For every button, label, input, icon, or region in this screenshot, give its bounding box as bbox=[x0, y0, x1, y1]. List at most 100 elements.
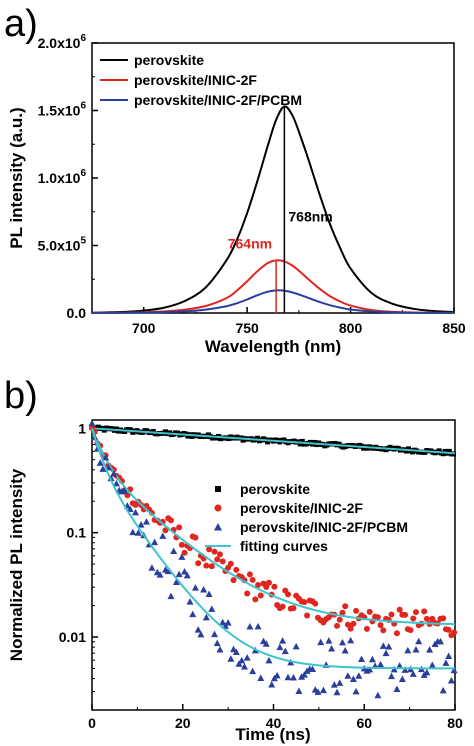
panel-b-point-perovskite-inic-2f-pcbm bbox=[167, 592, 175, 600]
panel-b-y-tick-label: 1 bbox=[78, 420, 86, 436]
panel-b-point-perovskite-inic-2f-pcbm bbox=[358, 655, 366, 662]
panel-b-point-perovskite-inic-2f-pcbm bbox=[216, 645, 224, 653]
panel-a-y-tick-label: 5.0x105 bbox=[38, 236, 87, 254]
panel-b-point-perovskite-inic-2f-pcbm bbox=[170, 547, 178, 554]
panel-b-y-tick-label: 0.01 bbox=[59, 629, 86, 645]
panel-b-point-perovskite-inic-2f-pcbm bbox=[189, 610, 197, 618]
panel-b-point-perovskite-inic-2f-pcbm bbox=[175, 570, 183, 578]
panel-b-data bbox=[88, 419, 458, 699]
panel-a-x-tick-label: 800 bbox=[339, 320, 363, 336]
panel-b-point-perovskite-inic-2f-pcbm bbox=[183, 571, 191, 579]
panel-b-point-perovskite-inic-2f-pcbm bbox=[191, 584, 199, 591]
panel-b-point-perovskite-inic-2f bbox=[350, 620, 357, 627]
panel-b-point-perovskite-inic-2f-pcbm bbox=[295, 687, 303, 695]
panel-b-point-perovskite-inic-2f-pcbm bbox=[284, 673, 292, 681]
panel-b-point-perovskite-inic-2f-pcbm bbox=[240, 662, 248, 670]
panel-b-x-tick-label: 40 bbox=[266, 715, 282, 731]
panel-b-point-perovskite-inic-2f bbox=[407, 627, 414, 634]
panel-b-point-perovskite-inic-2f bbox=[279, 603, 286, 610]
panel-b-point-perovskite-inic-2f bbox=[230, 577, 237, 584]
panel-b-point-perovskite-inic-2f bbox=[206, 546, 213, 553]
panel-b-point-perovskite-inic-2f-pcbm bbox=[164, 567, 172, 575]
panel-b-point-perovskite-inic-2f bbox=[445, 626, 452, 633]
panel-b-legend-label-fitting-curves: fitting curves bbox=[240, 538, 328, 554]
panel-b-point-perovskite-inic-2f-pcbm bbox=[368, 655, 376, 663]
panel-b-point-perovskite-inic-2f bbox=[377, 622, 384, 629]
panel-b-x-axis-title: Time (ns) bbox=[235, 725, 310, 744]
panel-b-point-perovskite-inic-2f-pcbm bbox=[205, 590, 213, 597]
panel-b-point-perovskite-inic-2f-pcbm bbox=[352, 687, 360, 695]
panel-a-legend-label-perovskite: perovskite bbox=[134, 52, 204, 68]
panel-a-legend-label-perovskite-inic-2f: perovskite/INIC-2F bbox=[134, 72, 257, 88]
panel-b-point-perovskite-inic-2f bbox=[388, 611, 395, 618]
panel-b-fit-perovskite-inic-2f-pcbm bbox=[91, 427, 456, 670]
panel-a-annotation-768nm: 768nm bbox=[288, 209, 332, 225]
panel-b-point-perovskite-inic-2f-pcbm bbox=[151, 538, 159, 546]
panel-b-point-perovskite-inic-2f-pcbm bbox=[227, 655, 235, 662]
panel-b-point-perovskite-inic-2f bbox=[167, 517, 174, 524]
panel-b-point-perovskite-inic-2f-pcbm bbox=[349, 675, 357, 683]
panel-b-point-perovskite-inic-2f bbox=[257, 592, 264, 599]
panel-b-point-perovskite-inic-2f-pcbm bbox=[202, 613, 210, 621]
panel-b-point-perovskite-inic-2f-pcbm bbox=[325, 637, 333, 644]
panel-a-legend: perovskite perovskite/INIC-2F perovskite/I… bbox=[100, 52, 302, 108]
panel-a-x-tick-label: 850 bbox=[442, 320, 466, 336]
panel-b-point-perovskite-inic-2f-pcbm bbox=[197, 630, 205, 638]
panel-b-point-perovskite-inic-2f bbox=[252, 596, 259, 603]
panel-b-point-perovskite-inic-2f bbox=[195, 560, 202, 567]
panel-b-point-perovskite-inic-2f-pcbm bbox=[379, 642, 387, 649]
panel-b-point-perovskite-inic-2f bbox=[178, 541, 185, 548]
panel-b-point-perovskite-inic-2f bbox=[263, 584, 270, 591]
panel-b-point-perovskite-inic-2f-pcbm bbox=[412, 646, 420, 653]
panel-b-ticks: 0 20 40 60 80 1 0.1 0.01 bbox=[59, 420, 463, 731]
panel-b-point-perovskite-inic-2f-pcbm bbox=[246, 622, 254, 630]
panel-a-y-axis-title: PL intensity (a.u.) bbox=[7, 107, 26, 248]
panel-b-point-perovskite-inic-2f bbox=[162, 527, 169, 534]
panel-b-point-perovskite-inic-2f-pcbm bbox=[129, 528, 137, 536]
panel-b-point-perovskite-inic-2f-pcbm bbox=[194, 626, 202, 633]
panel-b-point-perovskite-inic-2f-pcbm bbox=[156, 571, 164, 578]
panel-b-point-perovskite-inic-2f-pcbm bbox=[439, 686, 447, 694]
panel-a-curves bbox=[91, 105, 455, 314]
panel-b-fit-perovskite-inic-2f bbox=[91, 427, 456, 626]
panel-b-point-perovskite-inic-2f-pcbm bbox=[436, 637, 444, 645]
panel-b-point-perovskite-inic-2f-pcbm bbox=[374, 691, 382, 699]
panel-b-point-perovskite-inic-2f-pcbm bbox=[279, 637, 287, 644]
panel-b-point-perovskite-inic-2f-pcbm bbox=[224, 619, 232, 626]
panel-b-point-perovskite-inic-2f bbox=[244, 590, 251, 597]
panel-b-point-perovskite-inic-2f bbox=[265, 579, 272, 586]
panel-a-y-tick-label: 1.5x106 bbox=[38, 101, 87, 119]
panel-b-point-perovskite-inic-2f bbox=[396, 606, 403, 613]
panel-b-point-perovskite-inic-2f-pcbm bbox=[401, 666, 409, 673]
panel-b-point-perovskite-inic-2f-pcbm bbox=[447, 677, 455, 684]
panel-b-point-perovskite-inic-2f bbox=[421, 608, 428, 615]
panel-a: a) 700 750 800 850 0.0 5.0x105 1.0x106 1.5x106 2… bbox=[4, 3, 466, 356]
panel-b-point-perovskite-inic-2f-pcbm bbox=[148, 564, 156, 571]
panel-b-point-perovskite-inic-2f-pcbm bbox=[181, 567, 189, 575]
panel-b-point-perovskite-inic-2f bbox=[412, 609, 419, 616]
panel-b-point-perovskite-inic-2f-pcbm bbox=[186, 598, 194, 605]
panel-b-letter: b) bbox=[4, 375, 38, 417]
panel-b-y-axis-title: Normalized PL intensity bbox=[7, 468, 26, 661]
panel-b-point-perovskite-inic-2f-pcbm bbox=[243, 654, 251, 661]
panel-b-point-perovskite-inic-2f bbox=[249, 576, 256, 583]
panel-b-point-perovskite-inic-2f bbox=[290, 605, 297, 612]
panel-b-legend-marker-perovskite-inic-2f bbox=[214, 504, 222, 512]
panel-b-point-perovskite-inic-2f-pcbm bbox=[134, 529, 142, 536]
panel-b-point-perovskite-inic-2f-pcbm bbox=[355, 672, 363, 679]
panel-b-point-perovskite-inic-2f-pcbm bbox=[88, 419, 96, 427]
panel-b-point-perovskite-inic-2f bbox=[451, 629, 458, 636]
panel-b-point-perovskite-inic-2f-pcbm bbox=[387, 672, 395, 680]
panel-b-point-perovskite-inic-2f-pcbm bbox=[213, 639, 221, 647]
panel-b-point-perovskite-inic-2f-pcbm bbox=[292, 642, 300, 650]
panel-b-point-perovskite-inic-2f-pcbm bbox=[254, 622, 262, 630]
panel-b-point-perovskite-inic-2f-pcbm bbox=[333, 688, 341, 696]
panel-b-point-perovskite-inic-2f-pcbm bbox=[428, 661, 436, 668]
panel-b-point-perovskite-inic-2f-pcbm bbox=[347, 636, 355, 644]
panel-b-point-perovskite-inic-2f-pcbm bbox=[309, 665, 317, 672]
panel-b-point-perovskite-inic-2f bbox=[363, 625, 370, 632]
panel-b-point-perovskite-inic-2f bbox=[233, 566, 240, 573]
panel-b-point-perovskite-inic-2f-pcbm bbox=[110, 470, 118, 477]
panel-a-x-tick-label: 700 bbox=[132, 320, 156, 336]
panel-b-point-perovskite-inic-2f-pcbm bbox=[102, 453, 110, 461]
